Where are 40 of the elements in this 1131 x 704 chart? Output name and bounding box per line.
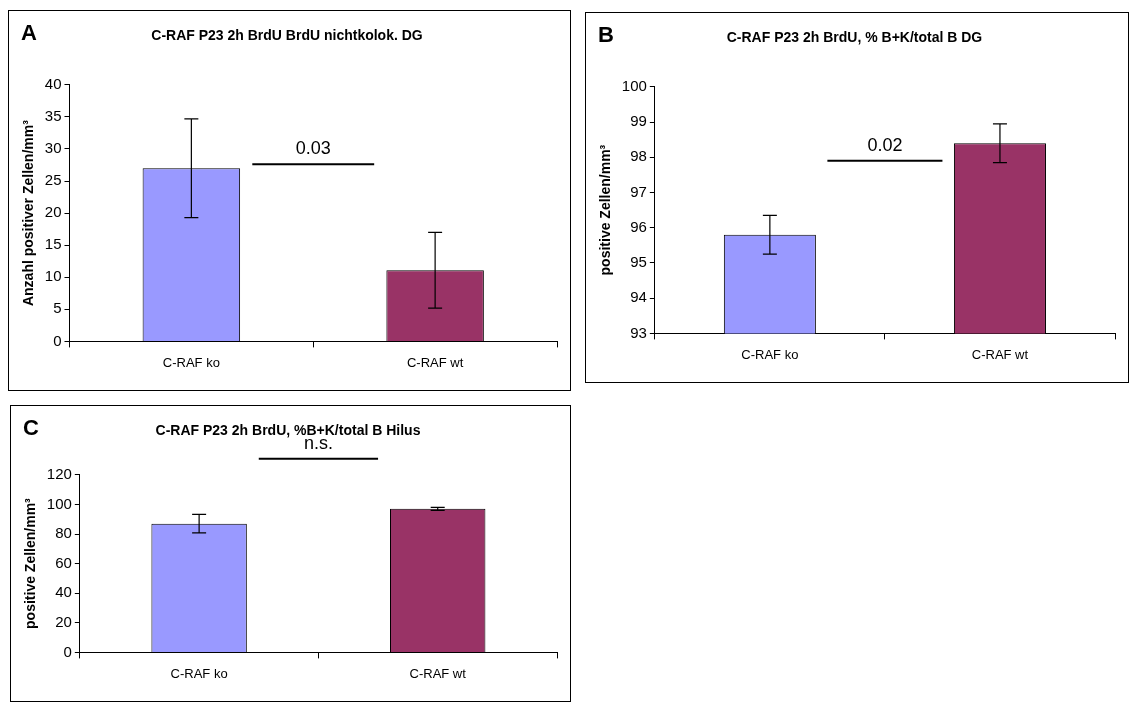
y-axis-title: positive Zellen/mm³ bbox=[22, 497, 39, 629]
y-tick-label: 96 bbox=[630, 217, 647, 235]
y-axis-title: Anzahl positiver Zellen/mm³ bbox=[20, 119, 37, 307]
y-tick-label: 25 bbox=[44, 171, 62, 189]
y-tick-label: 100 bbox=[46, 494, 72, 512]
y-tick-label: 98 bbox=[630, 147, 647, 165]
text: A bbox=[21, 20, 37, 46]
x-tick-label: C-RAF wt bbox=[971, 346, 1029, 362]
y-tick-label: 35 bbox=[44, 107, 62, 125]
y-axis-title: positive Zellen/mm³ bbox=[597, 144, 614, 276]
y-tick-label: 5 bbox=[53, 299, 62, 317]
y-tick-label: 97 bbox=[630, 182, 647, 200]
y-tick-label: 40 bbox=[44, 74, 62, 92]
chart-title: C-RAF P23 2h BrdU BrdU nichtkolok. DG bbox=[151, 27, 423, 44]
y-tick-label: 20 bbox=[44, 203, 62, 221]
y-tick-label: 40 bbox=[55, 583, 72, 601]
text: B bbox=[598, 22, 614, 48]
y-tick-label: 94 bbox=[630, 288, 647, 306]
y-tick-label: 100 bbox=[621, 76, 647, 94]
text: C bbox=[23, 415, 39, 441]
y-tick-label: 0 bbox=[63, 642, 72, 660]
x-tick-label: C-RAF ko bbox=[162, 354, 220, 370]
annotation: 0.02 bbox=[867, 134, 903, 155]
y-tick-label: 120 bbox=[46, 464, 72, 482]
annotation: 0.03 bbox=[295, 138, 331, 159]
y-tick-label: 60 bbox=[55, 553, 72, 571]
y-tick-label: 99 bbox=[630, 112, 647, 130]
y-tick-label: 0 bbox=[53, 331, 62, 349]
chart-title: C-RAF P23 2h BrdU, % B+K/total B DG bbox=[726, 29, 983, 46]
y-tick-label: 30 bbox=[44, 139, 62, 157]
y-tick-label: 20 bbox=[55, 612, 72, 630]
y-tick-label: 10 bbox=[44, 267, 62, 285]
x-tick-label: C-RAF ko bbox=[741, 346, 799, 362]
y-tick-label: 93 bbox=[630, 323, 647, 341]
y-tick-label: 80 bbox=[55, 524, 72, 542]
x-tick-label: C-RAF wt bbox=[406, 354, 464, 370]
x-tick-label: C-RAF wt bbox=[409, 665, 467, 681]
x-tick-label: C-RAF ko bbox=[170, 665, 228, 681]
y-tick-label: 15 bbox=[44, 235, 62, 253]
y-tick-label: 95 bbox=[630, 253, 647, 271]
